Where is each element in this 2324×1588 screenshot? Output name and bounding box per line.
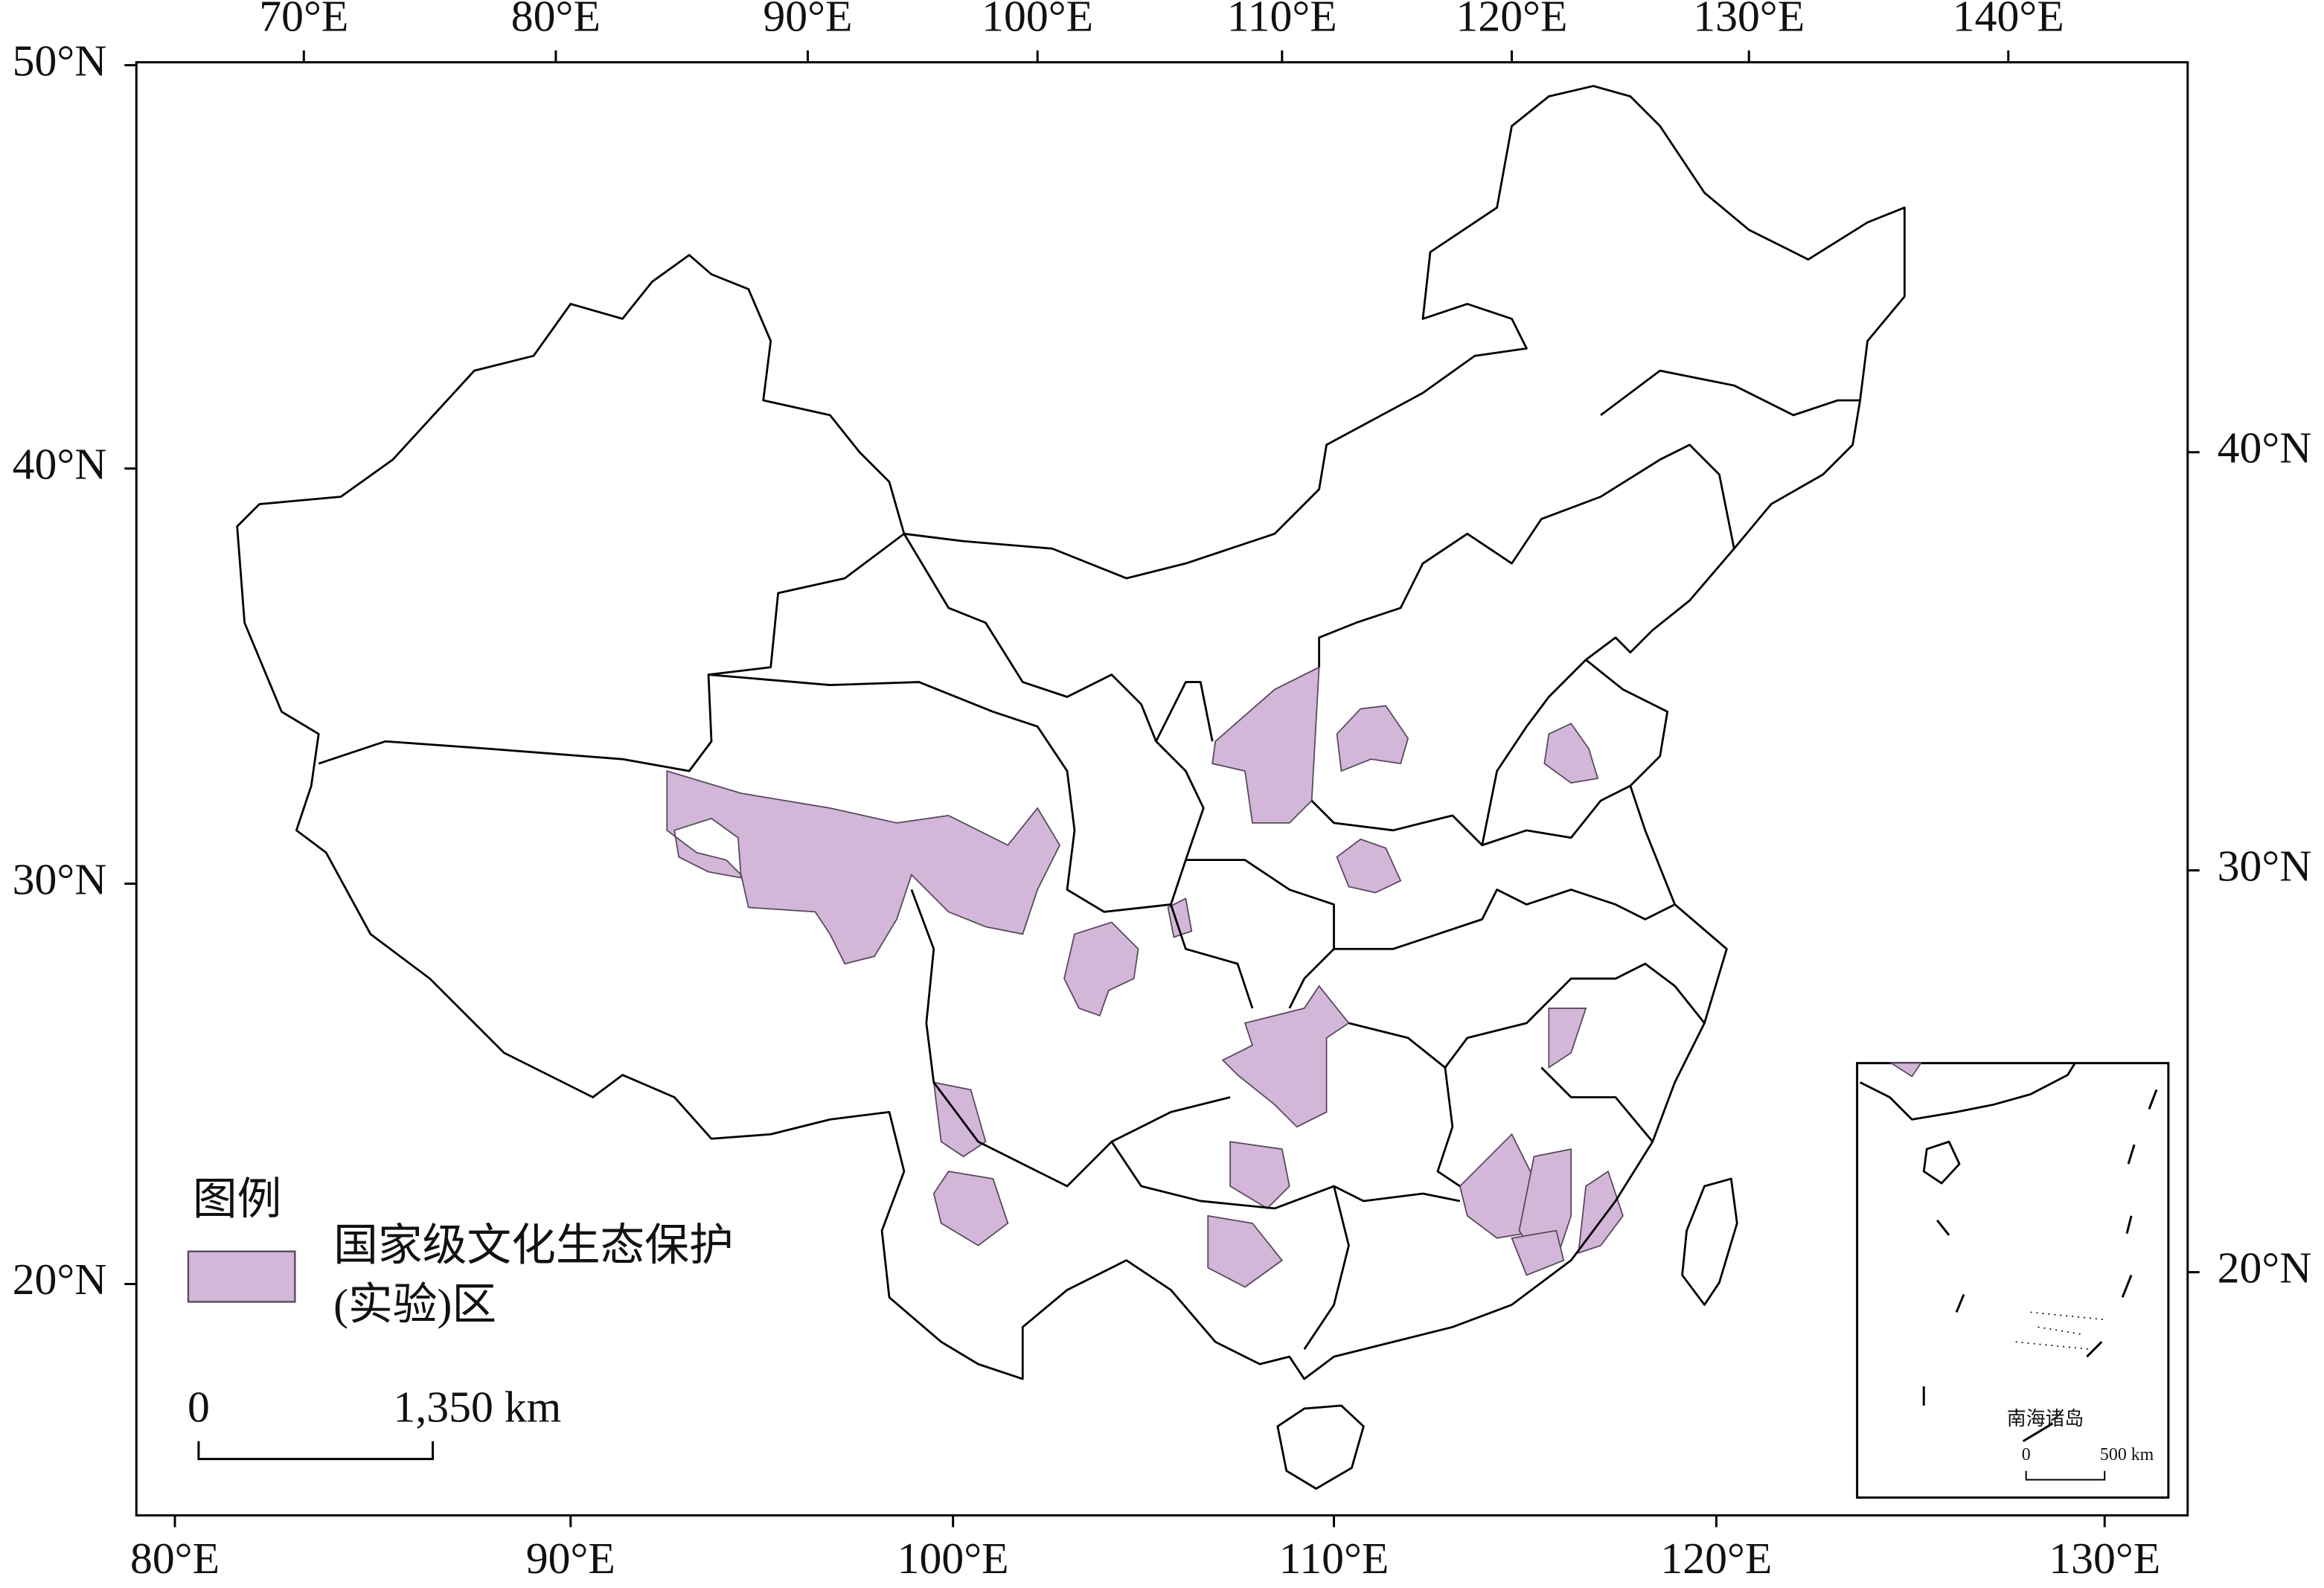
legend-title: 图例 <box>193 1175 281 1224</box>
heritage-area <box>1578 1170 1624 1254</box>
heritage-area <box>1207 1214 1284 1288</box>
top-axis-label: 140°E <box>1953 0 2064 41</box>
inset-scale-label: 0 <box>2022 1445 2031 1464</box>
heritage-area <box>1543 723 1599 784</box>
heritage-area <box>1336 838 1402 894</box>
heritage-area <box>666 769 1061 965</box>
heritage-area <box>1063 921 1139 1017</box>
top-axis-label: 130°E <box>1693 0 1805 41</box>
top-axis-label: 110°E <box>1227 0 1337 41</box>
map-frame <box>135 61 2189 1517</box>
heritage-area <box>1229 1141 1290 1210</box>
right-axis-label: 40°N <box>2218 423 2312 472</box>
left-axis-label: 50°N <box>13 36 107 85</box>
top-axis-label: 70°E <box>259 0 348 41</box>
island <box>1681 1177 1738 1306</box>
heritage-areas <box>666 666 1624 1288</box>
legend-label: (实验)区 <box>333 1280 496 1329</box>
heritage-area <box>1221 985 1350 1128</box>
heritage-area <box>1167 897 1193 938</box>
bottom-axis-label: 130°E <box>2049 1534 2160 1583</box>
heritage-area <box>1548 1008 1587 1069</box>
inset-title: 南海诸岛 <box>2007 1408 2084 1429</box>
top-axis-label: 100°E <box>982 0 1093 41</box>
left-axis-label: 20°N <box>13 1255 107 1304</box>
right-axis-label: 30°N <box>2218 841 2312 890</box>
left-axis-label: 40°N <box>13 439 107 488</box>
bottom-axis-label: 90°E <box>526 1534 615 1583</box>
heritage-area <box>1511 1229 1565 1276</box>
heritage-area <box>1336 705 1409 772</box>
bottom-axis-label: 120°E <box>1660 1534 1772 1583</box>
inset-scale-label: 500 km <box>2100 1445 2154 1464</box>
country-outline <box>236 85 1906 1380</box>
top-axis-label: 90°E <box>763 0 852 41</box>
scale-label: 0 <box>188 1383 210 1432</box>
top-axis-label: 120°E <box>1456 0 1568 41</box>
province-borders <box>318 369 1860 1350</box>
island <box>1276 1404 1365 1490</box>
inset: 南海诸岛 0 500 km <box>1856 1062 2170 1499</box>
frame-ticks <box>124 50 2200 1528</box>
bottom-axis-label: 80°E <box>130 1534 220 1583</box>
scale-label: 1,350 km <box>393 1383 561 1432</box>
legend-swatch <box>187 1250 296 1303</box>
heritage-area <box>932 1171 1009 1246</box>
left-axis-label: 30°N <box>13 854 107 903</box>
legend-label: 国家级文化生态保护 <box>333 1220 734 1270</box>
top-axis-label: 80°E <box>511 0 601 41</box>
bottom-axis-label: 110°E <box>1279 1534 1389 1583</box>
scale-bar <box>197 1441 435 1461</box>
bottom-axis-label: 100°E <box>897 1534 1009 1583</box>
heritage-area <box>1211 666 1320 824</box>
right-axis-label: 20°N <box>2218 1243 2312 1292</box>
